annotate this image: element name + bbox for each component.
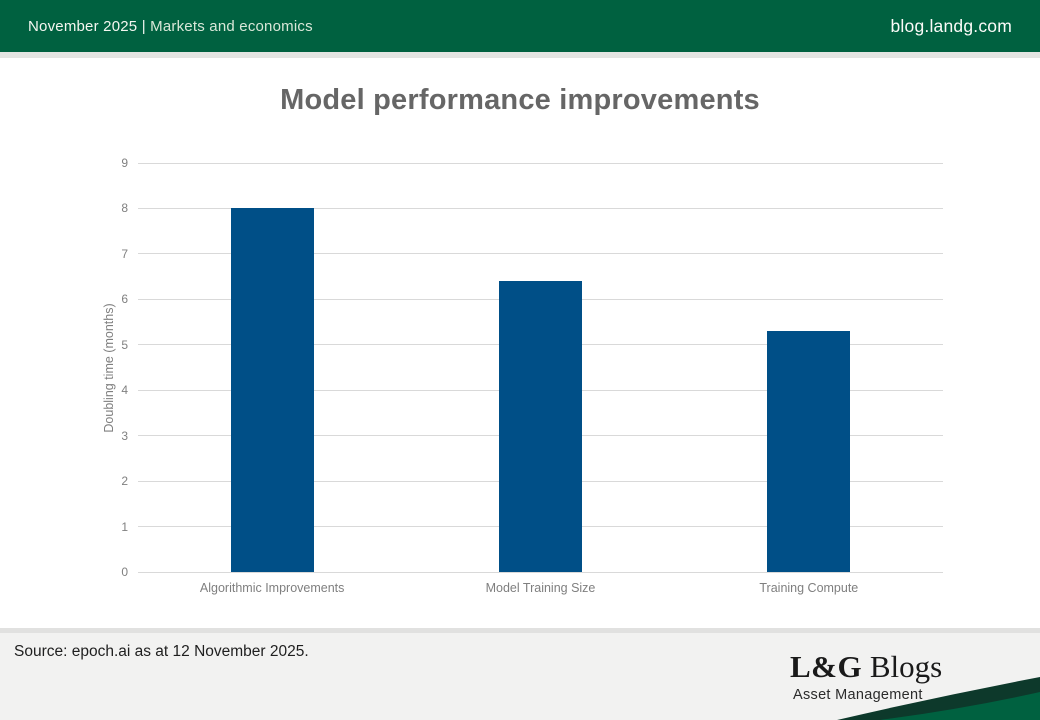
lg-blogs-logo: L&G Blogs Asset Management <box>790 651 942 703</box>
bar <box>767 331 851 572</box>
logo-subtitle: Asset Management <box>793 687 923 703</box>
bar-chart: Doubling time (months) 0 1 2 3 4 5 6 7 8 9 Algorit… <box>102 156 943 595</box>
y-tick-label: 2 <box>121 474 128 489</box>
header-category: Markets and economics <box>150 17 313 35</box>
logo-blogs-text: Blogs <box>869 649 943 684</box>
y-tick-label: 6 <box>121 292 128 307</box>
y-tick-label: 0 <box>121 565 128 579</box>
y-tick-label: 8 <box>121 201 128 216</box>
gridline <box>138 253 943 255</box>
bar <box>230 208 314 572</box>
green-swoosh-graphic <box>837 677 1040 720</box>
header-date: November 2025 | <box>28 17 146 35</box>
header-site-url: blog.landg.com <box>890 15 1012 36</box>
x-axis-label: Model Training Size <box>485 581 596 595</box>
footer-bar: Source: epoch.ai as at 12 November 2025.… <box>0 633 1040 720</box>
bar <box>499 281 582 572</box>
y-tick-label: 4 <box>121 383 128 398</box>
chart-title: Model performance improvements <box>280 84 760 116</box>
header-edition: November 2025 | Markets and economics <box>28 18 313 35</box>
y-tick-label: 7 <box>121 246 128 261</box>
source-text: Source: epoch.ai as at 12 November 2025. <box>14 643 309 660</box>
footer-divider <box>0 628 1040 633</box>
y-tick-label: 1 <box>121 519 128 534</box>
x-axis-label: Algorithmic Improvements <box>199 581 345 595</box>
y-tick-label: 3 <box>121 428 128 443</box>
x-axis-label: Training Compute <box>759 581 859 595</box>
logo-lg-text: L&G <box>790 649 863 684</box>
y-tick-label: 9 <box>121 156 128 170</box>
header-bar: November 2025 | Markets and economics bl… <box>0 0 1040 52</box>
logo-title: L&G Blogs <box>790 649 942 684</box>
gridline <box>138 571 943 573</box>
gridline <box>138 207 943 209</box>
gridline <box>138 162 943 164</box>
y-tick-label: 5 <box>121 337 128 352</box>
header-divider <box>0 52 1040 58</box>
